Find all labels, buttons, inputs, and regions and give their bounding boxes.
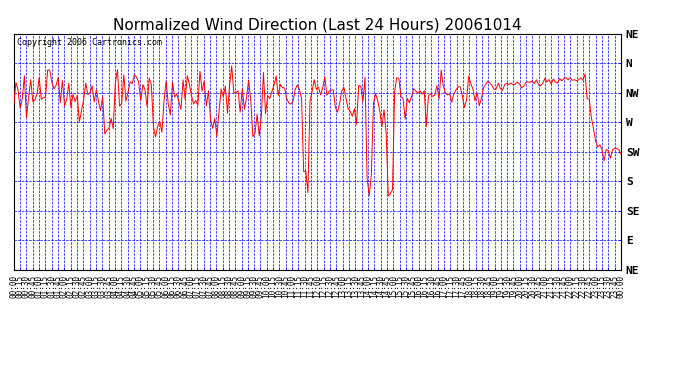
Text: Copyright 2006 Cartronics.com: Copyright 2006 Cartronics.com: [17, 39, 162, 48]
Title: Normalized Wind Direction (Last 24 Hours) 20061014: Normalized Wind Direction (Last 24 Hours…: [113, 18, 522, 33]
